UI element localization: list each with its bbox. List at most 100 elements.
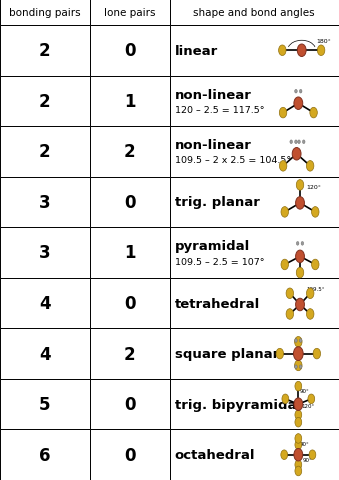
Bar	[0, 379, 90, 430]
Circle shape	[295, 141, 297, 144]
Text: 1: 1	[124, 244, 135, 262]
Bar	[0, 127, 90, 177]
Circle shape	[281, 260, 288, 270]
Text: 90°: 90°	[299, 441, 309, 446]
Circle shape	[296, 242, 299, 246]
Bar	[90, 127, 170, 177]
Circle shape	[294, 98, 303, 110]
Text: 0: 0	[124, 446, 135, 464]
Bar	[90, 430, 170, 480]
Bar	[0, 0, 90, 26]
Text: bonding pairs: bonding pairs	[9, 8, 81, 18]
Circle shape	[297, 45, 306, 58]
Text: 109.5 – 2.5 = 107°: 109.5 – 2.5 = 107°	[175, 257, 264, 266]
Circle shape	[317, 46, 325, 57]
Text: 2: 2	[124, 345, 136, 363]
Circle shape	[295, 90, 297, 94]
Text: 120 – 2.5 = 117.5°: 120 – 2.5 = 117.5°	[175, 106, 264, 115]
Circle shape	[296, 268, 304, 278]
Bar	[0, 329, 90, 379]
Bar	[90, 278, 170, 329]
Bar	[90, 379, 170, 430]
Circle shape	[299, 339, 302, 343]
Circle shape	[286, 288, 294, 299]
Circle shape	[298, 141, 300, 144]
Bar	[170, 329, 339, 379]
Bar	[0, 278, 90, 329]
Text: 0: 0	[124, 396, 135, 413]
Circle shape	[292, 148, 301, 161]
Circle shape	[276, 348, 283, 359]
Text: tetrahedral: tetrahedral	[175, 297, 260, 310]
Text: 90°: 90°	[302, 457, 312, 462]
Circle shape	[295, 466, 302, 476]
Circle shape	[295, 460, 302, 469]
Bar	[90, 177, 170, 228]
Circle shape	[295, 440, 302, 450]
Circle shape	[306, 288, 314, 299]
Circle shape	[295, 434, 302, 444]
Text: 4: 4	[39, 345, 51, 363]
Circle shape	[290, 141, 293, 144]
Bar	[170, 379, 339, 430]
Text: square planar: square planar	[175, 348, 279, 360]
Circle shape	[296, 299, 304, 311]
Circle shape	[299, 90, 302, 94]
Circle shape	[308, 394, 315, 404]
Bar	[170, 177, 339, 228]
Text: trig. planar: trig. planar	[175, 196, 259, 209]
Text: octahedral: octahedral	[175, 448, 255, 461]
Circle shape	[296, 180, 304, 191]
Text: pyramidal: pyramidal	[175, 240, 250, 253]
Bar	[170, 76, 339, 127]
Circle shape	[312, 260, 319, 270]
Circle shape	[306, 161, 314, 172]
Bar	[0, 430, 90, 480]
Bar	[90, 76, 170, 127]
Circle shape	[295, 410, 302, 420]
Text: shape and bond angles: shape and bond angles	[194, 8, 315, 18]
Circle shape	[279, 161, 287, 172]
Text: 5: 5	[39, 396, 51, 413]
Text: 3: 3	[39, 244, 51, 262]
Circle shape	[301, 242, 304, 246]
Circle shape	[281, 207, 288, 218]
Circle shape	[296, 197, 304, 210]
Text: lone pairs: lone pairs	[104, 8, 155, 18]
Circle shape	[295, 360, 302, 371]
Text: 3: 3	[39, 193, 51, 212]
Bar	[0, 228, 90, 278]
Circle shape	[295, 337, 302, 348]
Text: 2: 2	[39, 93, 51, 110]
Text: 6: 6	[39, 446, 51, 464]
Text: 1: 1	[124, 93, 135, 110]
Text: 180°: 180°	[317, 38, 332, 44]
Text: 120°: 120°	[302, 403, 315, 408]
Circle shape	[306, 309, 314, 320]
Circle shape	[310, 108, 317, 119]
Text: 0: 0	[124, 294, 135, 312]
Text: linear: linear	[175, 45, 218, 58]
Text: 0: 0	[124, 42, 135, 60]
Circle shape	[279, 46, 286, 57]
Text: 109.5°: 109.5°	[306, 287, 325, 291]
Text: 0: 0	[124, 193, 135, 212]
Bar	[90, 0, 170, 26]
Text: trig. bipyramidal: trig. bipyramidal	[175, 398, 301, 411]
Text: non-linear: non-linear	[175, 139, 252, 152]
Bar	[0, 76, 90, 127]
Bar	[0, 26, 90, 76]
Bar	[170, 127, 339, 177]
Circle shape	[294, 448, 303, 461]
Text: 120°: 120°	[306, 185, 321, 190]
Bar	[170, 430, 339, 480]
Text: 2: 2	[39, 42, 51, 60]
Circle shape	[295, 418, 302, 427]
Circle shape	[309, 450, 316, 459]
Text: 109.5 – 2 x 2.5 = 104.5°: 109.5 – 2 x 2.5 = 104.5°	[175, 156, 291, 165]
Bar	[170, 228, 339, 278]
Circle shape	[295, 365, 297, 369]
Circle shape	[294, 398, 303, 410]
Circle shape	[299, 365, 302, 369]
Text: 4: 4	[39, 294, 51, 312]
